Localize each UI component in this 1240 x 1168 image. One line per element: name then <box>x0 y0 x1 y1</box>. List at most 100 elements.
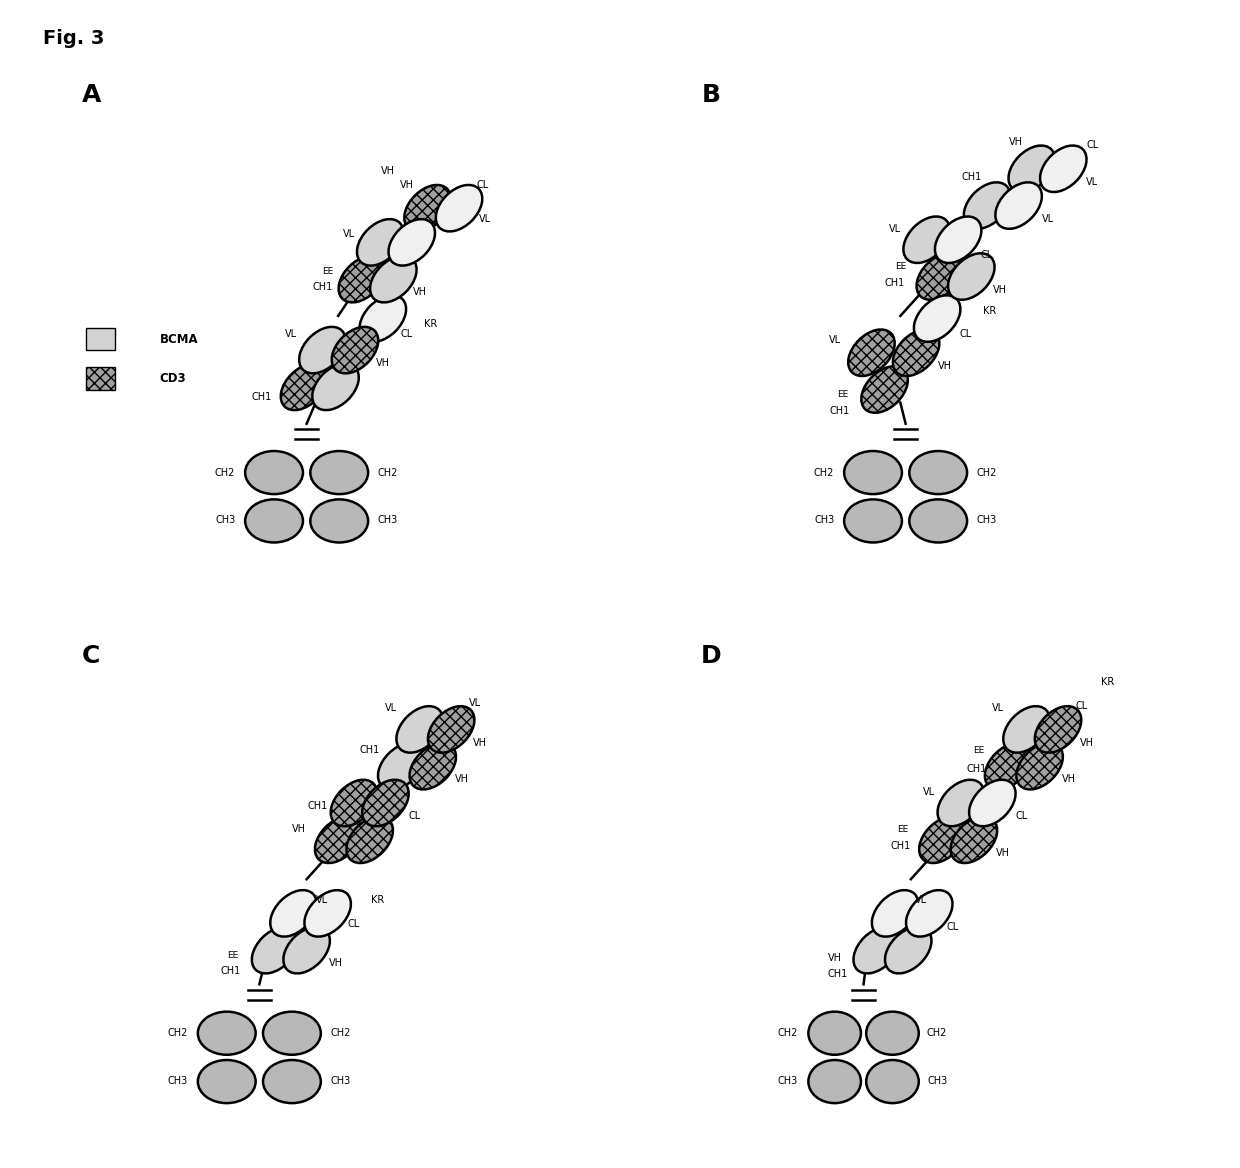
Ellipse shape <box>360 296 405 342</box>
Ellipse shape <box>304 890 351 937</box>
Ellipse shape <box>198 1061 255 1103</box>
Text: CH3: CH3 <box>215 515 236 524</box>
Text: CL: CL <box>408 811 420 821</box>
Text: KR: KR <box>424 319 436 329</box>
Ellipse shape <box>263 1061 321 1103</box>
Ellipse shape <box>949 253 994 300</box>
Ellipse shape <box>263 1011 321 1055</box>
Text: CH1: CH1 <box>961 172 981 182</box>
Text: VL: VL <box>828 334 841 345</box>
Text: VL: VL <box>384 703 397 714</box>
Ellipse shape <box>397 707 443 752</box>
Ellipse shape <box>848 329 895 376</box>
Ellipse shape <box>404 185 451 231</box>
Text: KR: KR <box>1101 677 1115 687</box>
Text: VL: VL <box>316 895 329 905</box>
Text: VL: VL <box>342 229 355 239</box>
Ellipse shape <box>1003 707 1050 752</box>
Text: VL: VL <box>1042 214 1054 224</box>
Text: CL: CL <box>1016 811 1028 821</box>
Ellipse shape <box>378 743 424 790</box>
Ellipse shape <box>280 363 327 410</box>
Text: VH: VH <box>329 958 342 968</box>
Ellipse shape <box>937 780 985 826</box>
Text: CH2: CH2 <box>813 467 835 478</box>
Ellipse shape <box>893 329 940 376</box>
Text: VL: VL <box>915 895 928 905</box>
Text: CH3: CH3 <box>167 1076 188 1085</box>
Text: CH1: CH1 <box>221 966 241 976</box>
Text: VH: VH <box>381 166 396 176</box>
Text: CL: CL <box>401 329 413 340</box>
Ellipse shape <box>872 890 919 937</box>
Text: VH: VH <box>1009 138 1023 147</box>
Text: VH: VH <box>827 953 842 964</box>
Ellipse shape <box>270 890 316 937</box>
Ellipse shape <box>909 500 967 542</box>
Ellipse shape <box>1040 146 1086 192</box>
Text: CH2: CH2 <box>378 467 398 478</box>
Text: VH: VH <box>993 285 1007 294</box>
Ellipse shape <box>963 182 1011 229</box>
Text: EE: EE <box>227 951 238 960</box>
Ellipse shape <box>951 816 997 863</box>
Text: VL: VL <box>924 787 935 798</box>
Text: CH1: CH1 <box>312 281 332 292</box>
Text: VH: VH <box>455 774 469 785</box>
Text: CH2: CH2 <box>215 467 236 478</box>
Ellipse shape <box>985 743 1032 790</box>
FancyBboxPatch shape <box>86 328 115 350</box>
Ellipse shape <box>198 1011 255 1055</box>
Ellipse shape <box>844 500 901 542</box>
Text: VH: VH <box>399 180 413 189</box>
Text: EE: EE <box>837 390 848 399</box>
Text: EE: EE <box>973 746 985 755</box>
Ellipse shape <box>906 890 952 937</box>
Ellipse shape <box>885 927 931 973</box>
Text: KR: KR <box>983 306 996 315</box>
Text: CH1: CH1 <box>360 745 379 756</box>
Ellipse shape <box>310 500 368 542</box>
Text: VL: VL <box>1086 176 1099 187</box>
Ellipse shape <box>339 256 386 303</box>
Text: C: C <box>82 644 100 668</box>
Text: CH1: CH1 <box>827 968 847 979</box>
Text: VL: VL <box>285 329 296 340</box>
Text: CH3: CH3 <box>813 515 835 524</box>
Ellipse shape <box>284 927 330 973</box>
Text: CH2: CH2 <box>167 1028 188 1038</box>
Text: VH: VH <box>376 359 389 368</box>
Text: CH2: CH2 <box>777 1028 797 1038</box>
Text: B: B <box>702 83 720 107</box>
Text: VL: VL <box>480 214 491 224</box>
Ellipse shape <box>331 780 377 826</box>
Text: CH1: CH1 <box>966 764 987 774</box>
Text: CL: CL <box>947 922 959 932</box>
Text: VH: VH <box>996 848 1009 858</box>
Ellipse shape <box>409 743 456 790</box>
Ellipse shape <box>388 220 435 265</box>
Ellipse shape <box>370 256 417 303</box>
Text: BCMA: BCMA <box>160 333 198 346</box>
Text: CH1: CH1 <box>890 841 910 851</box>
Text: KR: KR <box>371 895 384 905</box>
Text: EE: EE <box>898 825 909 834</box>
Ellipse shape <box>853 927 900 973</box>
Ellipse shape <box>346 816 393 863</box>
Text: A: A <box>82 83 100 107</box>
FancyBboxPatch shape <box>86 368 115 390</box>
Text: CH2: CH2 <box>977 467 997 478</box>
Text: VH: VH <box>1080 737 1094 748</box>
Ellipse shape <box>904 216 950 263</box>
Ellipse shape <box>310 451 368 494</box>
Ellipse shape <box>867 1011 919 1055</box>
Ellipse shape <box>844 451 901 494</box>
Text: CL: CL <box>1086 140 1099 151</box>
Ellipse shape <box>299 327 346 374</box>
Text: VH: VH <box>474 737 487 748</box>
Ellipse shape <box>808 1061 861 1103</box>
Text: VL: VL <box>889 224 901 235</box>
Ellipse shape <box>919 816 966 863</box>
Text: CL: CL <box>960 329 972 340</box>
Text: CH3: CH3 <box>928 1076 947 1085</box>
